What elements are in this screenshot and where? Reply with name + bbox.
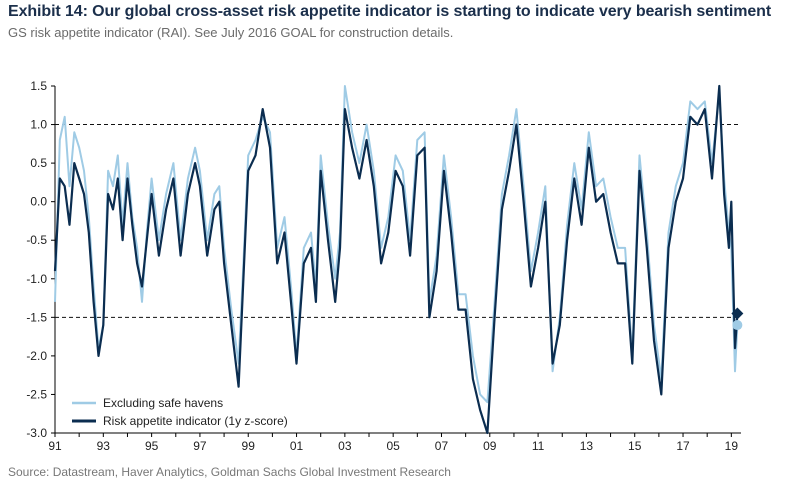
- x-tick-label: 13: [580, 439, 594, 453]
- y-tick-label: 1.5: [30, 79, 47, 93]
- chart-title: Exhibit 14: Our global cross-asset risk …: [8, 3, 772, 20]
- series-line-risk-appetite: [53, 84, 739, 435]
- y-tick-label: -1.0: [26, 272, 47, 286]
- x-tick-label: 19: [725, 439, 739, 453]
- y-tick-label: -2.5: [26, 387, 47, 401]
- chart-subtitle: GS risk appetite indicator (RAI). See Ju…: [8, 25, 454, 40]
- chart-legend: Excluding safe havens Risk appetite indic…: [72, 396, 288, 428]
- y-tick-label: -0.5: [26, 233, 47, 247]
- x-tick-label: 11: [532, 439, 545, 453]
- x-tick-label: 17: [676, 439, 690, 453]
- legend-label: Risk appetite indicator (1y z-score): [103, 414, 288, 428]
- x-tick-label: 03: [338, 439, 352, 453]
- y-tick-label: -2.0: [26, 349, 47, 363]
- x-tick-label: 91: [48, 439, 62, 453]
- series-layer: [53, 84, 739, 435]
- y-tick-label: -3.0: [26, 426, 47, 440]
- y-tick-label: 1.0: [30, 118, 47, 132]
- end-marker-risk-appetite: [731, 307, 744, 320]
- y-tick-label: 0.0: [30, 195, 47, 209]
- x-tick-label: 99: [242, 439, 256, 453]
- x-tick-label: 09: [483, 439, 497, 453]
- y-tick-label: 0.5: [30, 156, 47, 170]
- marker-layer: [731, 307, 744, 331]
- x-tick-label: 95: [145, 439, 159, 453]
- chart-axes: 1.5 1.0 0.5 0.0 -0.5 -1.0 -1.5 -2.0 -2.5 -3.091 93…: [26, 79, 741, 453]
- x-tick-label: 07: [435, 439, 449, 453]
- x-tick-label: 97: [193, 439, 207, 453]
- y-tick-label: -1.5: [26, 310, 47, 324]
- end-marker-excluding-safe-havens: [732, 320, 743, 331]
- legend-label: Excluding safe havens: [103, 396, 223, 410]
- x-tick-label: 93: [97, 439, 111, 453]
- source-note: Source: Datastream, Haver Analytics, Gol…: [8, 465, 451, 479]
- x-tick-label: 05: [386, 439, 400, 453]
- x-tick-label: 15: [628, 439, 642, 453]
- x-tick-label: 01: [290, 439, 304, 453]
